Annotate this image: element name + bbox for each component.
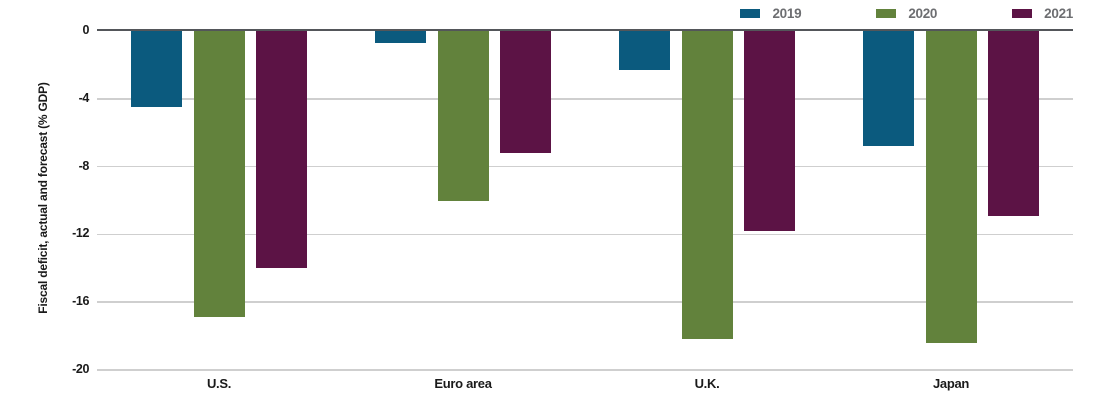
zero-baseline [97, 29, 1073, 31]
legend: 2019 2020 2021 [740, 2, 1073, 24]
legend-item-2019: 2019 [740, 5, 802, 21]
gridline--20 [97, 369, 1073, 371]
bar-2019-euroarea [375, 31, 426, 43]
bar-2019-uk [619, 31, 670, 70]
bar-2020-us [193, 31, 245, 318]
x-category-label-euroarea: Euro area [434, 376, 492, 391]
legend-label-2021: 2021 [1044, 5, 1073, 21]
legend-swatch-2021 [1012, 8, 1033, 18]
legend-item-2021: 2021 [1012, 6, 1073, 21]
legend-swatch-2019 [740, 8, 761, 18]
legend-label-2020: 2020 [908, 5, 938, 21]
y-tick-label--20: -20 [72, 362, 89, 376]
gridline--12 [97, 233, 1073, 236]
bar-2020-uk [681, 31, 733, 340]
legend-item-2020: 2020 [876, 6, 937, 21]
bar-2019-us [131, 31, 182, 108]
legend-swatch-2020 [876, 8, 897, 18]
bar-2019-japan [863, 31, 914, 147]
gridline--16 [97, 301, 1073, 303]
bar-2021-us [256, 31, 307, 269]
y-tick-label--16: -16 [72, 294, 89, 309]
x-category-label-japan: Japan [932, 376, 970, 391]
bar-2020-japan [925, 31, 977, 343]
x-category-label-uk: U.K. [694, 376, 720, 391]
gridline--4 [97, 98, 1073, 100]
y-tick-label--4: -4 [78, 90, 90, 105]
y-tick-label-0: 0 [82, 23, 89, 37]
gridline--8 [97, 165, 1073, 168]
x-category-label-us: U.S. [206, 376, 232, 391]
y-tick-label--12: -12 [72, 226, 89, 241]
bar-2021-uk [744, 31, 795, 231]
y-axis-title: Fiscal deficit, actual and forecast (% G… [36, 82, 50, 314]
y-tick-label--8: -8 [78, 158, 90, 173]
bar-2020-euroarea [437, 31, 489, 201]
bar-2021-japan [988, 31, 1039, 216]
bar-2021-euroarea [500, 31, 551, 154]
plot-area [97, 31, 1073, 371]
legend-label-2019: 2019 [772, 5, 802, 21]
